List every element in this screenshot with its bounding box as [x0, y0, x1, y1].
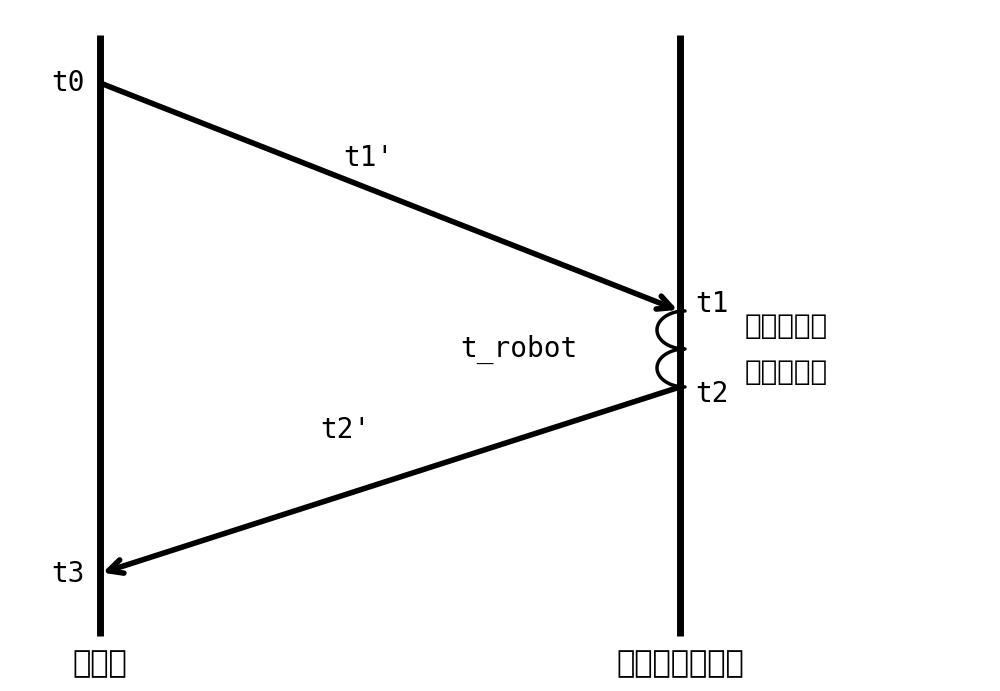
Text: t2': t2' — [320, 416, 371, 444]
Text: t0: t0 — [52, 69, 85, 97]
Text: 上位机: 上位机 — [73, 650, 127, 679]
Text: 并进行应答: 并进行应答 — [745, 358, 828, 386]
Text: t1: t1 — [695, 290, 729, 318]
Text: 六轴工业机器人: 六轴工业机器人 — [616, 650, 744, 679]
Text: t_robot: t_robot — [460, 334, 577, 363]
Text: t3: t3 — [52, 560, 85, 587]
Text: t2: t2 — [695, 380, 729, 408]
Text: 解析命令，: 解析命令， — [745, 312, 828, 340]
Text: t1': t1' — [344, 144, 394, 172]
